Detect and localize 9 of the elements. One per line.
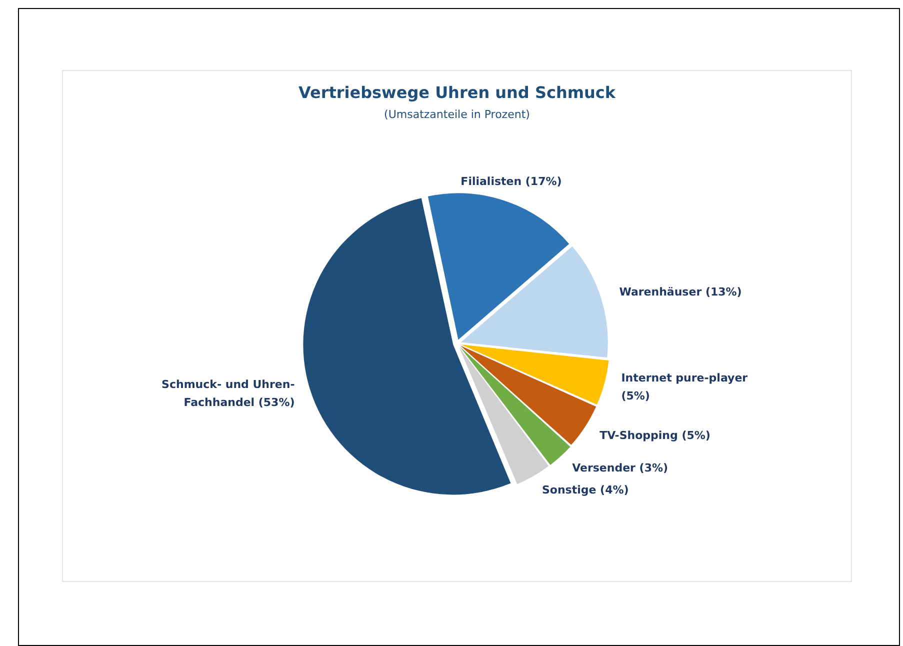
slice-label: Internet pure-player (5%) bbox=[621, 371, 748, 402]
slice-label: Versender (3%) bbox=[572, 461, 668, 474]
slice-label: Filialisten (17%) bbox=[460, 175, 562, 188]
slice-label: Schmuck- und Uhren-Fachhandel (53%) bbox=[162, 378, 295, 410]
slice-label: Sonstige (4%) bbox=[542, 484, 629, 497]
slice-label: Warenhäuser (13%) bbox=[619, 286, 742, 299]
chart-subtitle: (Umsatzanteile in Prozent) bbox=[383, 108, 531, 121]
chart-title: Vertriebswege Uhren und Schmuck bbox=[297, 83, 617, 102]
slice-label: TV-Shopping (5%) bbox=[600, 428, 710, 442]
